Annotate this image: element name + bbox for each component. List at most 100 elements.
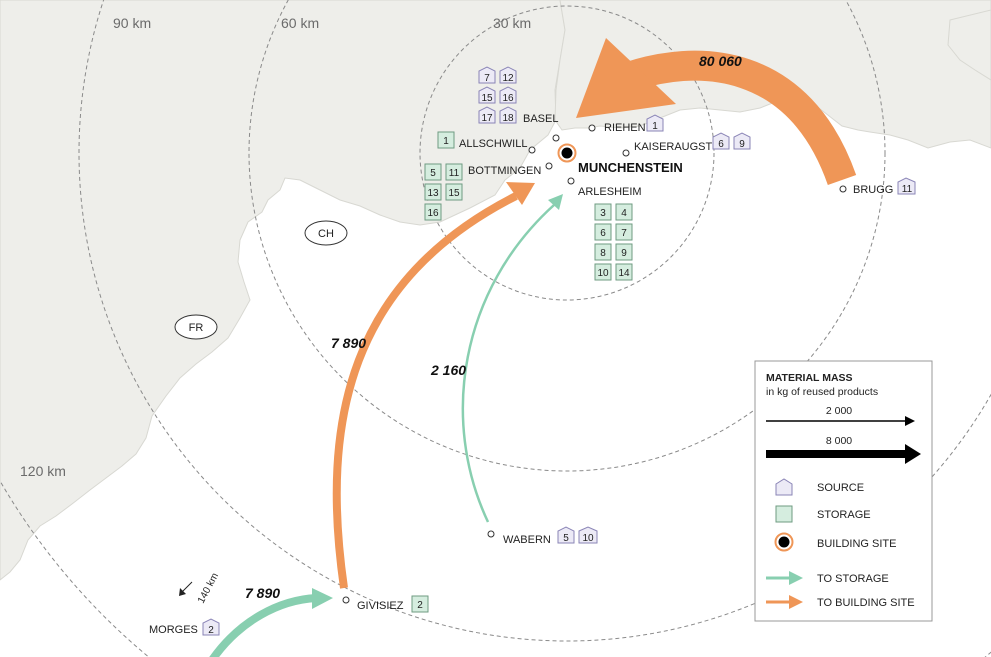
label-givisiez: GIVISIEZ	[357, 600, 404, 612]
wabern-source-badge-10: 10	[578, 526, 598, 544]
svg-text:5: 5	[563, 533, 569, 544]
label-munchenstein: MUNCHENSTEIN	[578, 160, 683, 175]
label-kaiseraugst: KAISERAUGST	[634, 141, 713, 153]
basel-source-badge-16: 16	[499, 86, 517, 104]
label-bottmingen: BOTTMINGEN	[468, 165, 541, 177]
land-right-edge	[947, 9, 991, 81]
riehen-source-badge-1: 1	[646, 114, 664, 132]
svg-text:16: 16	[502, 93, 514, 104]
givisiez-storage-badge-2: 2	[411, 595, 429, 613]
site-dots	[342, 124, 847, 604]
arlesheim-storage-badge-14: 14	[615, 263, 633, 281]
flow-value-givisiez: 7 890	[331, 335, 366, 351]
site-dot-arlesheim	[567, 177, 575, 185]
label-allschwill: ALLSCHWILL	[459, 138, 527, 150]
bottmingen-storage-badge-16: 16	[424, 203, 442, 221]
bottmingen-storage-badge-5: 5	[424, 163, 442, 181]
svg-text:9: 9	[621, 248, 627, 259]
building-site-dot	[561, 147, 573, 159]
legend-subtitle: in kg of reused products	[766, 386, 878, 398]
arlesheim-storage-badge-10: 10	[594, 263, 612, 281]
legend-scale-large-value: 8 000	[826, 435, 852, 447]
legend-to-building-site-label: TO BUILDING SITE	[817, 597, 915, 609]
kaiseraugst-source-badge-9: 9	[733, 132, 751, 150]
legend-source-label: SOURCE	[817, 482, 864, 494]
flow-value-wabern: 2 160	[430, 362, 466, 378]
svg-text:17: 17	[481, 113, 493, 124]
legend-source-icon	[775, 478, 793, 496]
ring-label-90km: 90 km	[113, 15, 151, 31]
svg-text:14: 14	[618, 268, 630, 279]
legend-building-site-label: BUILDING SITE	[817, 538, 896, 550]
allschwill-storage-badge-1: 1	[437, 131, 455, 149]
ring-label-120km: 120 km	[20, 463, 66, 479]
arlesheim-storage-badge-7: 7	[615, 223, 633, 241]
svg-text:12: 12	[502, 73, 514, 84]
bottmingen-storage-badge-13: 13	[424, 183, 442, 201]
flow-wabern-to-arlesheim	[461, 194, 563, 523]
legend: MATERIAL MASS in kg of reused products 2…	[754, 360, 933, 622]
svg-text:15: 15	[448, 188, 460, 199]
flow-givisiez-to-site	[332, 182, 535, 589]
source-badges: 7 12 15 16 17 18 1 6 9 11 5 10 2	[202, 66, 916, 636]
svg-text:16: 16	[427, 208, 439, 219]
ring-90km	[78, 0, 991, 642]
wabern-source-badge-5: 5	[557, 526, 575, 544]
bottmingen-storage-badge-15: 15	[445, 183, 463, 201]
site-dot-givisiez	[342, 596, 350, 604]
legend-storage-label: STORAGE	[817, 509, 871, 521]
site-dot-kaiseraugst	[622, 149, 630, 157]
legend-to-storage-label: TO STORAGE	[817, 573, 889, 585]
site-dot-riehen	[588, 124, 596, 132]
site-dot-brugg	[839, 185, 847, 193]
morges-source-badge-2: 2	[202, 618, 220, 636]
label-brugg: BRUGG	[853, 184, 893, 196]
country-label-ch: CH	[318, 228, 334, 240]
site-dot-allschwill	[528, 146, 536, 154]
svg-text:2: 2	[417, 600, 423, 611]
label-basel: BASEL	[523, 113, 558, 125]
site-dot-bottmingen	[545, 162, 553, 170]
arlesheim-storage-badge-4: 4	[615, 203, 633, 221]
svg-text:7: 7	[621, 228, 627, 239]
land-left-region	[0, 0, 566, 581]
legend-title: MATERIAL MASS	[766, 372, 853, 384]
svg-text:6: 6	[600, 228, 606, 239]
label-wabern: WABERN	[503, 534, 551, 546]
svg-text:3: 3	[600, 208, 606, 219]
ring-60km	[248, 0, 886, 472]
ring-label-60km: 60 km	[281, 15, 319, 31]
svg-text:4: 4	[621, 208, 627, 219]
basel-source-badge-18: 18	[499, 106, 517, 124]
arlesheim-storage-badge-9: 9	[615, 243, 633, 261]
site-dot-basel	[552, 134, 560, 142]
svg-text:10: 10	[597, 268, 609, 279]
brugg-source-badge-11: 11	[897, 177, 916, 195]
ring-label-30km: 30 km	[493, 15, 531, 31]
svg-text:7: 7	[484, 73, 490, 84]
svg-text:8: 8	[600, 248, 606, 259]
offmap-arrow	[179, 581, 193, 596]
flow-value-morges: 7 890	[245, 585, 280, 601]
svg-text:11: 11	[902, 184, 913, 195]
svg-text:1: 1	[652, 121, 658, 132]
label-morges: MORGES	[149, 624, 198, 636]
svg-text:1: 1	[443, 136, 449, 147]
legend-scale-small-value: 2 000	[826, 405, 852, 417]
bottmingen-storage-badge-11: 11	[445, 163, 463, 181]
storage-badges: 1 5 11 13 15 16 3 4 6 7 8 9 10 14 2	[411, 131, 633, 613]
kaiseraugst-source-badge-6: 6	[712, 132, 730, 150]
basel-source-badge-17: 17	[478, 106, 496, 124]
offmap-distance-label: 140 km	[196, 571, 221, 605]
country-marker-fr	[174, 314, 218, 340]
svg-text:10: 10	[582, 533, 594, 544]
svg-text:15: 15	[481, 93, 493, 104]
basel-source-badge-12: 12	[499, 66, 517, 84]
svg-text:9: 9	[739, 139, 745, 150]
svg-text:13: 13	[427, 188, 439, 199]
arlesheim-storage-badge-8: 8	[594, 243, 612, 261]
svg-text:11: 11	[449, 168, 460, 179]
svg-text:18: 18	[502, 113, 514, 124]
flow-morges-to-givisiez	[209, 588, 333, 657]
